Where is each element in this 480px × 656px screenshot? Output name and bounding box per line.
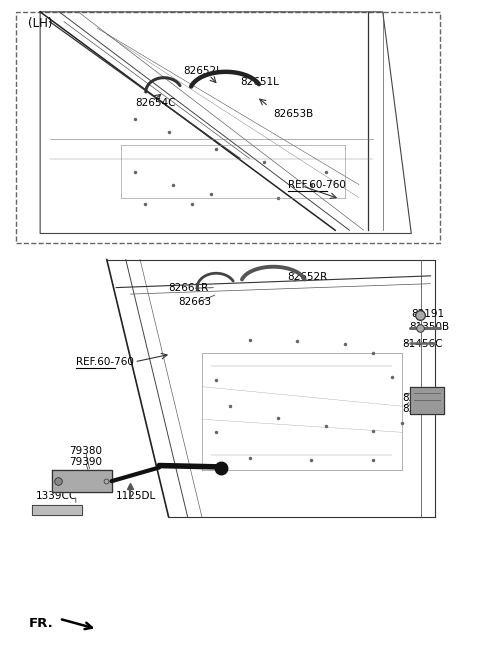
Text: 81456C: 81456C — [402, 338, 442, 348]
Polygon shape — [32, 505, 82, 515]
Text: 1339CC: 1339CC — [36, 491, 77, 501]
Text: 83191: 83191 — [411, 309, 444, 319]
Text: REF.60-760: REF.60-760 — [288, 180, 346, 190]
Text: 82620: 82620 — [402, 404, 435, 414]
Text: 82651L: 82651L — [240, 77, 279, 87]
Text: 81350B: 81350B — [409, 321, 449, 332]
Text: 1125DL: 1125DL — [116, 491, 156, 501]
Text: FR.: FR. — [28, 617, 53, 630]
Polygon shape — [410, 386, 444, 414]
Text: REF.60-760: REF.60-760 — [76, 357, 134, 367]
Text: 79380: 79380 — [69, 445, 102, 455]
Polygon shape — [52, 470, 111, 492]
Text: 82652L: 82652L — [183, 66, 222, 75]
Text: 82661R: 82661R — [168, 283, 209, 293]
Text: 82654C: 82654C — [135, 98, 176, 108]
Text: 82610: 82610 — [402, 393, 435, 403]
Text: (LH): (LH) — [28, 17, 53, 30]
Text: 82652R: 82652R — [288, 272, 328, 282]
Text: 79390: 79390 — [69, 457, 102, 466]
Text: 82663: 82663 — [178, 297, 211, 307]
Text: 82653B: 82653B — [273, 109, 313, 119]
